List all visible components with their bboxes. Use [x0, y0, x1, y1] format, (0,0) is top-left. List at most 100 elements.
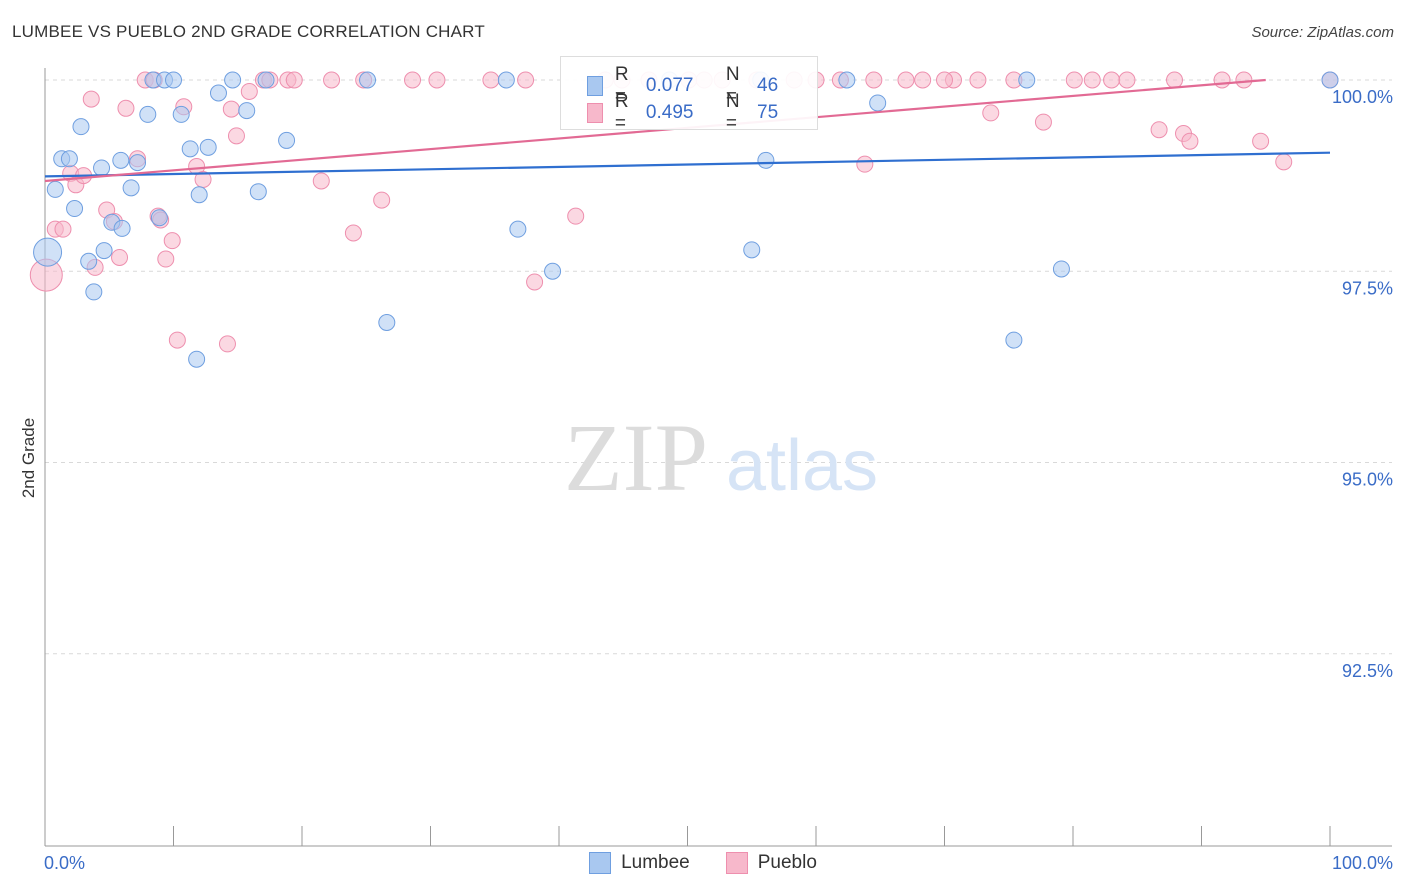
lumbee-points [33, 71, 1339, 368]
pueblo-point [218, 335, 236, 353]
lumbee-point [359, 71, 377, 89]
lumbee-point [113, 219, 131, 237]
lumbee-swatch [589, 852, 612, 874]
lumbee-point [209, 84, 227, 102]
n-label: N = [725, 91, 740, 134]
pueblo-swatch [587, 103, 603, 123]
pueblo-point [969, 71, 987, 89]
pueblo-point [404, 71, 422, 89]
lumbee-point [112, 151, 130, 169]
pueblo-point [240, 82, 258, 100]
lumbee-point [165, 71, 182, 89]
pueblo-point [856, 155, 874, 173]
pueblo-point [1118, 71, 1136, 89]
lumbee-point [757, 151, 775, 169]
axes [44, 68, 1392, 847]
pueblo-point [54, 220, 72, 238]
legend-item-lumbee[interactable]: Lumbee [589, 852, 690, 874]
lumbee-point [72, 118, 90, 136]
lumbee-point [85, 283, 103, 301]
gridlines [45, 79, 1392, 655]
y-tick-label: 95.0% [1342, 470, 1393, 490]
lumbee-point [278, 131, 296, 149]
lumbee-point [93, 159, 111, 177]
lumbee-point [838, 71, 856, 89]
lumbee-point [33, 237, 63, 267]
lumbee-point [378, 314, 396, 332]
pueblo-trend-line [44, 78, 1266, 183]
pueblo-point [1150, 121, 1168, 139]
pueblo-point [1275, 153, 1293, 171]
lumbee-point [66, 200, 84, 218]
pueblo-point [1083, 71, 1101, 89]
lumbee-point [1005, 331, 1023, 349]
lumbee-trend-line [44, 151, 1331, 178]
lumbee-point [150, 209, 168, 227]
y-tick-label: 100.0% [1332, 87, 1393, 107]
x-tick-label: 0.0% [44, 853, 85, 873]
lumbee-point [497, 71, 515, 89]
n-label: N = [725, 64, 740, 107]
lumbee-swatch [587, 76, 603, 96]
trend-lines [44, 78, 1331, 183]
r-label: R = [614, 64, 629, 107]
legend-row-pueblo: R = 0.495 N = 75 [587, 91, 817, 134]
pueblo-point [163, 232, 181, 250]
pueblo-point [1166, 71, 1184, 89]
lumbee-point [172, 105, 190, 123]
pueblo-point [865, 71, 883, 89]
series-legend: Lumbee Pueblo [0, 852, 1406, 874]
r-value: 0.077 [645, 75, 694, 96]
pueblo-point [373, 191, 391, 209]
pueblo-point [1065, 71, 1083, 89]
pueblo-point [1213, 71, 1231, 89]
lumbee-point [869, 94, 887, 112]
y-tick-label: 92.5% [1342, 661, 1393, 681]
lumbee-point [1052, 260, 1070, 278]
lumbee-point [238, 102, 256, 120]
lumbee-point [544, 262, 562, 280]
tick-labels: 100.0% 97.5% 95.0% 92.5% 0.0% 100.0% [44, 87, 1393, 873]
pueblo-point [157, 250, 175, 268]
pueblo-point [982, 104, 1000, 122]
lumbee-point [509, 220, 527, 238]
pueblo-point [936, 71, 953, 89]
n-value: 46 [757, 75, 779, 96]
legend-item-pueblo[interactable]: Pueblo [725, 852, 817, 874]
watermark: ZIP atlas [564, 404, 878, 511]
pueblo-point [897, 71, 915, 89]
stats-legend: R = 0.077 N = 46 R = 0.495 N = 75 [560, 56, 818, 134]
pueblo-point [517, 71, 535, 89]
watermark-atlas: atlas [726, 426, 878, 506]
lumbee-point [95, 242, 113, 260]
lumbee-point [46, 180, 64, 198]
legend-row-lumbee: R = 0.077 N = 46 [587, 64, 817, 107]
lumbee-point [257, 71, 275, 89]
pueblo-point [168, 331, 186, 349]
pueblo-point [323, 71, 341, 89]
pueblo-point [1235, 71, 1253, 89]
watermark-zip: ZIP [564, 404, 708, 511]
chart-title: LUMBEE VS PUEBLO 2ND GRADE CORRELATION C… [12, 22, 485, 41]
n-value: 75 [757, 102, 779, 123]
pueblo-point [567, 207, 585, 225]
lumbee-point [199, 138, 217, 156]
y-axis-label: 2nd Grade [19, 418, 38, 498]
pueblo-point [526, 273, 544, 291]
pueblo-point [914, 71, 932, 89]
lumbee-point [224, 71, 242, 89]
lumbee-point [60, 150, 78, 168]
pueblo-point [344, 224, 362, 242]
pueblo-point [1103, 71, 1121, 89]
source-label: Source: ZipAtlas.com [1251, 24, 1394, 41]
lumbee-point [181, 140, 199, 158]
lumbee-point [188, 350, 206, 368]
y-tick-label: 97.5% [1342, 278, 1393, 298]
lumbee-point [80, 252, 98, 270]
pueblo-point [111, 248, 129, 266]
pueblo-point [117, 99, 135, 117]
lumbee-point [129, 154, 147, 172]
legend-label-lumbee: Lumbee [621, 852, 690, 873]
pueblo-point [1181, 132, 1199, 150]
